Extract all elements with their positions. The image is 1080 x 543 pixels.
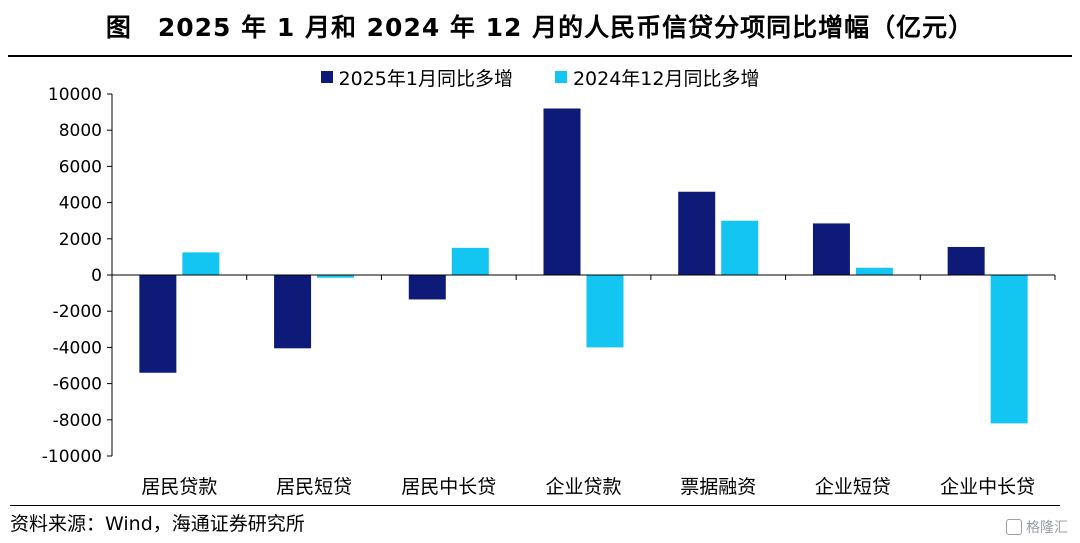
- chart-title: 图 2025 年 1 月和 2024 年 12 月的人民币信贷分项同比增幅（亿元…: [105, 13, 975, 42]
- x-category-label: 企业贷款: [545, 476, 621, 498]
- bar-series1-4: [678, 191, 716, 275]
- watermark-logo-icon: [1006, 519, 1022, 535]
- bar-series2-2: [451, 247, 489, 275]
- x-category-label: 居民短贷: [276, 476, 352, 498]
- x-category-label: 企业中长贷: [940, 476, 1035, 498]
- bar-series2-6: [990, 275, 1028, 424]
- legend-item-series1: 2025年1月同比多增: [320, 64, 513, 91]
- x-category-label: 票据融资: [680, 476, 756, 498]
- y-tick-label: -8000: [53, 411, 102, 431]
- bar-series2-4: [721, 220, 759, 275]
- bar-series1-1: [274, 275, 312, 349]
- y-tick-label: -10000: [42, 447, 102, 467]
- x-category-label: 企业短贷: [815, 476, 891, 498]
- bar-series2-5: [855, 267, 893, 275]
- bar-series1-6: [947, 246, 985, 275]
- watermark: 格隆汇: [1006, 517, 1068, 537]
- legend: 2025年1月同比多增 2024年12月同比多增: [0, 62, 1080, 92]
- bar-series1-2: [408, 275, 446, 300]
- source-note: 资料来源：Wind，海通证券研究所: [10, 505, 1060, 536]
- y-tick-label: 6000: [59, 157, 102, 177]
- legend-swatch-series2: [554, 71, 567, 83]
- bar-series2-3: [586, 275, 624, 348]
- bar-series1-5: [812, 223, 850, 275]
- chart-title-bar: 图 2025 年 1 月和 2024 年 12 月的人民币信贷分项同比增幅（亿元…: [0, 0, 1080, 52]
- x-category-label: 居民中长贷: [401, 476, 496, 498]
- bar-series2-1: [317, 275, 355, 278]
- legend-label-series1: 2025年1月同比多增: [338, 67, 513, 90]
- y-tick-label: -6000: [53, 375, 102, 395]
- x-category-label: 居民贷款: [141, 476, 217, 498]
- y-tick-label: 2000: [59, 230, 102, 250]
- y-tick-label: -4000: [53, 338, 102, 358]
- bar-series1-3: [543, 108, 581, 275]
- y-tick-label: -2000: [53, 302, 102, 322]
- y-tick-label: 4000: [59, 194, 102, 214]
- legend-item-series2: 2024年12月同比多增: [554, 64, 760, 91]
- y-tick-label: 10000: [48, 85, 102, 105]
- watermark-text: 格隆汇: [1026, 520, 1068, 536]
- legend-label-series2: 2024年12月同比多增: [572, 67, 760, 90]
- bar-series1-0: [139, 275, 177, 373]
- legend-swatch-series1: [320, 71, 333, 83]
- bar-series2-0: [182, 252, 220, 275]
- y-tick-label: 0: [91, 266, 102, 286]
- title-divider: [8, 55, 1072, 57]
- y-tick-label: 8000: [59, 121, 102, 141]
- source-text: 资料来源：Wind，海通证券研究所: [10, 513, 305, 535]
